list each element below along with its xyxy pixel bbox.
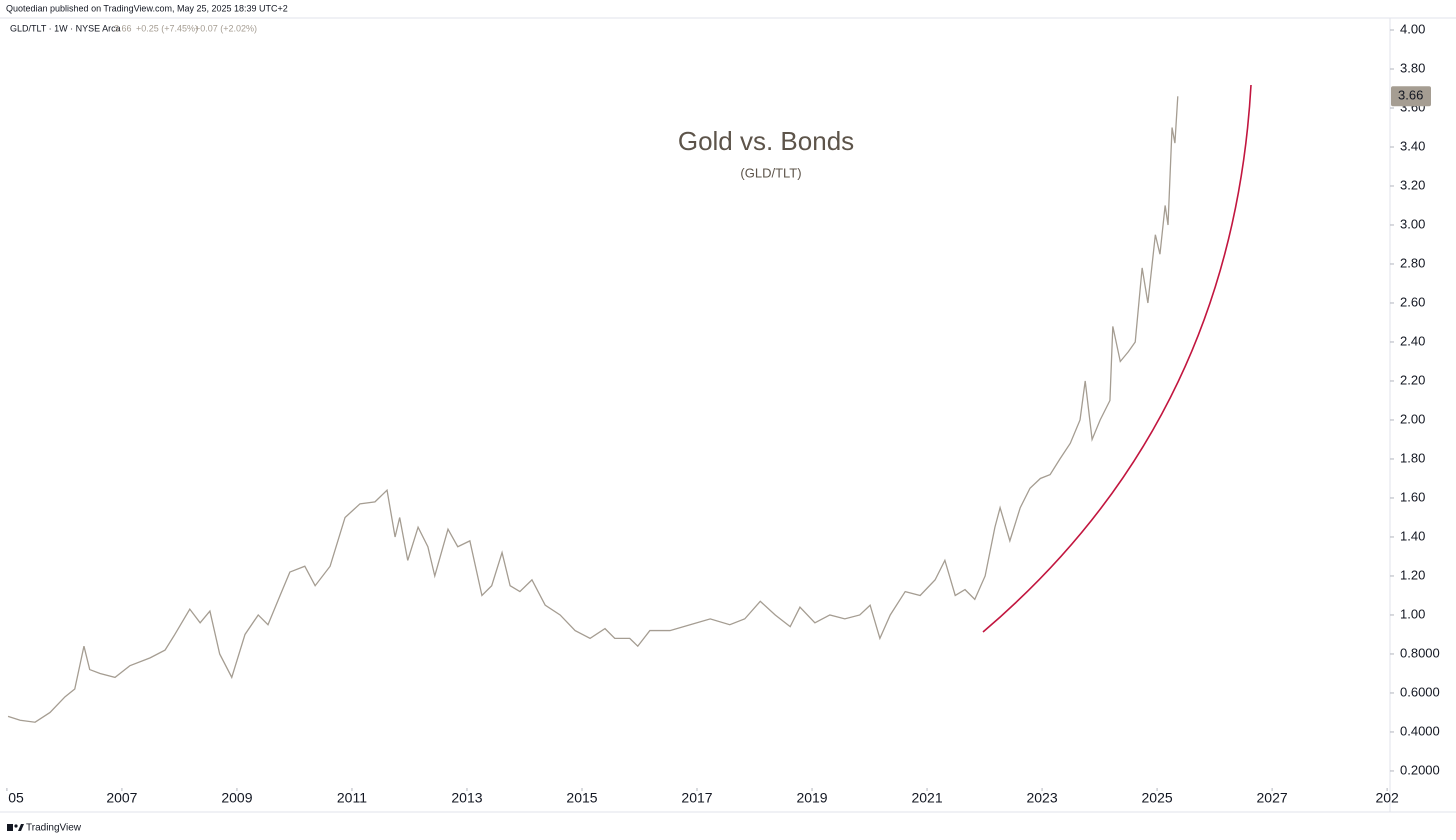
legend-change2: +0.07 (+2.02%)	[195, 23, 257, 33]
y-tick-label: 0.4000	[1400, 723, 1440, 738]
x-tick-label: 2007	[106, 790, 137, 806]
x-tick-label: 202	[1375, 790, 1399, 806]
chart-subtitle: (GLD/TLT)	[740, 165, 801, 180]
x-tick-label: 2021	[911, 790, 942, 806]
chart-title: Gold vs. Bonds	[678, 126, 854, 156]
price-badge-label: 3.66	[1398, 88, 1423, 103]
price-badge	[1391, 86, 1431, 107]
x-tick-label: 2013	[451, 790, 482, 806]
y-tick-label: 3.40	[1400, 138, 1425, 153]
price-line	[7, 96, 1179, 723]
y-tick-label: 2.60	[1400, 294, 1425, 309]
y-tick-label: 2.20	[1400, 372, 1425, 387]
x-tick-label: 2025	[1142, 790, 1173, 806]
y-tick-label: 0.2000	[1400, 762, 1440, 777]
brand: TradingView	[26, 823, 82, 834]
y-tick-label: 1.40	[1400, 528, 1425, 543]
y-tick-label: 3.80	[1400, 60, 1425, 75]
y-tick-label: 1.60	[1400, 489, 1425, 504]
x-tick-label: 2009	[221, 790, 252, 806]
x-tick-label: 2011	[337, 790, 367, 806]
x-tick-label: 2019	[796, 790, 827, 806]
y-tick-label: 1.80	[1400, 450, 1425, 465]
y-tick-label: 0.6000	[1400, 684, 1440, 699]
y-tick-label: 3.20	[1400, 177, 1425, 192]
y-tick-label: 0.8000	[1400, 645, 1440, 660]
y-tick-label: 2.80	[1400, 255, 1425, 270]
legend-last: 3.66	[114, 23, 132, 33]
x-tick-label: 05	[8, 790, 24, 806]
legend-change: +0.25 (+7.45%)	[136, 23, 198, 33]
x-tick-label: 2015	[566, 790, 597, 806]
x-tick-label: 2023	[1026, 790, 1057, 806]
y-tick-label: 1.00	[1400, 606, 1425, 621]
x-tick-label: 2017	[681, 790, 712, 806]
x-tick-label: 2027	[1257, 790, 1288, 806]
y-tick-label: 3.00	[1400, 216, 1425, 231]
published-note: Quotedian published on TradingView.com, …	[6, 3, 288, 13]
y-tick-label: 2.40	[1400, 333, 1425, 348]
y-tick-label: 1.20	[1400, 567, 1425, 582]
y-tick-label: 4.00	[1400, 21, 1425, 36]
legend-symbol: GLD/TLT · 1W · NYSE Arca	[10, 23, 121, 33]
y-tick-label: 2.00	[1400, 411, 1425, 426]
brand-logo	[7, 824, 24, 831]
trend-curve	[982, 84, 1252, 633]
